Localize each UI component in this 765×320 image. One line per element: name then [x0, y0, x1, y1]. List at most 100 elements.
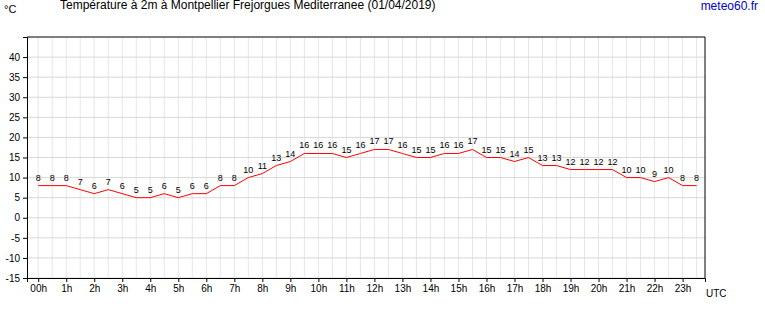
x-tick: 00h — [30, 278, 47, 294]
x-tick-label: 22h — [647, 283, 664, 294]
x-tick-mark — [514, 278, 515, 282]
data-label: 10 — [664, 165, 674, 175]
data-label: 8 — [218, 173, 223, 183]
x-tick: 8h — [257, 278, 268, 294]
data-label: 11 — [258, 161, 267, 171]
y-axis-title: °C — [4, 3, 16, 15]
x-tick-mark — [66, 278, 67, 282]
y-axis: -15-10-50510152025303540 — [6, 38, 28, 284]
x-tick-label: 11h — [339, 283, 355, 294]
x-tick-label: 7h — [229, 283, 240, 294]
x-tick: 11h — [339, 278, 355, 294]
x-tick-mark — [318, 278, 319, 282]
grid-line-y — [27, 97, 705, 98]
grid-line-y — [27, 77, 705, 78]
title: Température à 2m à Montpellier Frejorgue… — [60, 0, 436, 12]
x-tick: 20h — [591, 278, 608, 294]
data-label: 17 — [467, 136, 477, 146]
x-tick-mark — [430, 278, 431, 282]
y-tick-mark — [23, 97, 27, 98]
grid-line-y — [27, 117, 705, 118]
data-label: 8 — [50, 173, 55, 183]
x-tick: 4h — [145, 278, 156, 294]
data-label: 12 — [594, 157, 604, 167]
x-tick: 3h — [117, 278, 128, 294]
x-tick-mark — [627, 278, 628, 282]
grid-line-y — [27, 177, 705, 178]
x-tick-mark — [346, 278, 347, 282]
x-tick-label: 10h — [311, 283, 328, 294]
x-tick: 10h — [311, 278, 328, 294]
y-tick: 40 — [9, 52, 27, 63]
data-label: 16 — [397, 140, 407, 150]
x-tick: 1h — [61, 278, 72, 294]
data-label: 8 — [680, 173, 685, 183]
data-label: 12 — [566, 157, 576, 167]
x-tick: 18h — [535, 278, 552, 294]
data-label: 16 — [327, 140, 337, 150]
x-tick: 22h — [647, 278, 664, 294]
data-label: 10 — [622, 165, 632, 175]
x-tick: 15h — [451, 278, 468, 294]
x-tick-mark — [599, 278, 600, 282]
data-label: 15 — [341, 145, 351, 155]
x-tick-label: 00h — [30, 283, 47, 294]
y-tick-label: 30 — [9, 92, 21, 103]
x-tick: 12h — [367, 278, 384, 294]
x-tick-mark — [486, 278, 487, 282]
data-label: 12 — [580, 157, 590, 167]
data-label: 15 — [481, 145, 491, 155]
x-axis: 00h1h2h3h4h5h6h7h8h9h10h11h12h13h14h15h1… — [28, 278, 706, 294]
y-tick: -5 — [11, 233, 27, 244]
x-tick-mark — [94, 278, 95, 282]
y-tick: 0 — [14, 212, 27, 223]
x-tick: 7h — [229, 278, 240, 294]
y-tick-mark — [23, 137, 27, 138]
x-tick: 21h — [619, 278, 636, 294]
y-tick-label: 5 — [14, 192, 20, 203]
x-tick-label: 18h — [535, 283, 552, 294]
x-tick-label: 1h — [61, 283, 72, 294]
x-tick: 13h — [395, 278, 412, 294]
x-tick-label: 21h — [619, 283, 636, 294]
y-tick-label: 0 — [14, 212, 20, 223]
data-labels: 8887676556566881011131416161615161717161… — [36, 136, 699, 194]
x-tick-label: 12h — [367, 283, 384, 294]
x-tick-label: 5h — [173, 283, 184, 294]
data-label: 10 — [636, 165, 646, 175]
data-label: 6 — [190, 181, 195, 191]
data-label: 16 — [299, 140, 309, 150]
data-label: 16 — [439, 140, 449, 150]
x-tick: 23h — [675, 278, 692, 294]
data-label: 8 — [36, 173, 41, 183]
x-tick-mark — [543, 278, 544, 282]
data-label: 16 — [453, 140, 463, 150]
x-tick-mark — [683, 278, 684, 282]
y-tick: 10 — [9, 172, 27, 183]
y-tick-label: -15 — [6, 273, 21, 284]
x-tick-mark — [458, 278, 459, 282]
x-tick-label: 6h — [201, 283, 212, 294]
y-tick-label: 15 — [9, 152, 21, 163]
y-tick-label: -10 — [6, 253, 21, 264]
x-tick-label: 15h — [451, 283, 468, 294]
data-label: 5 — [176, 185, 181, 195]
data-label: 10 — [243, 165, 253, 175]
data-label: 6 — [204, 181, 209, 191]
data-label: 16 — [355, 140, 365, 150]
data-label: 7 — [106, 177, 111, 187]
y-axis-line — [23, 38, 28, 279]
x-tick: 14h — [423, 278, 440, 294]
y-tick-label: 10 — [9, 172, 21, 183]
x-tick-mark — [150, 278, 151, 282]
x-tick: 6h — [201, 278, 212, 294]
plot-area — [38, 149, 696, 197]
data-label: 5 — [148, 185, 153, 195]
y-tick: 20 — [9, 132, 27, 143]
y-tick: 5 — [14, 192, 27, 203]
grid-line-y — [27, 137, 705, 138]
data-label: 17 — [383, 136, 393, 146]
y-tick-mark — [23, 218, 27, 219]
y-tick-mark — [23, 258, 27, 259]
data-label: 13 — [271, 153, 281, 163]
